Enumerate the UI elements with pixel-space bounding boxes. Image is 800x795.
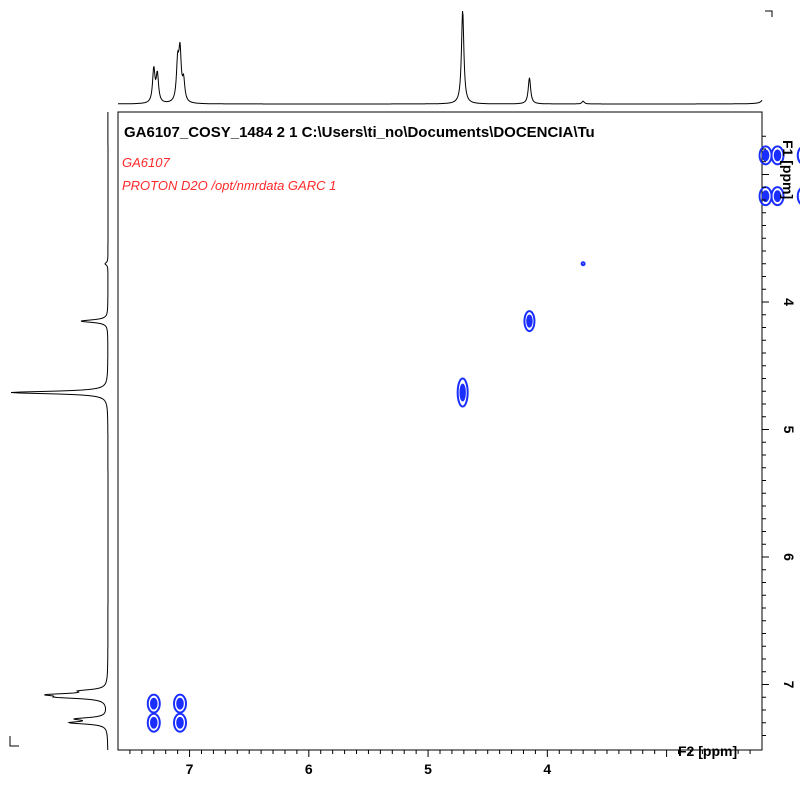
cross-peak (173, 712, 188, 733)
x-axis-title: F2 [ppm] (678, 743, 737, 759)
x-tick-label: 4 (543, 761, 551, 777)
x-tick-label: 7 (186, 761, 194, 777)
top-projection-trace (118, 11, 763, 105)
y-tick-label: 6 (781, 553, 797, 561)
top-projection-spectrum (118, 11, 763, 105)
peak-contour-outer (796, 146, 800, 164)
plot-frame (117, 111, 763, 751)
cross-peak (456, 377, 469, 408)
y-tick-label: 5 (781, 426, 797, 434)
peak-contour-outer (146, 712, 161, 733)
peak-contour-inner (773, 190, 782, 203)
peak-contour-outer (580, 261, 586, 267)
peak-contour-inner (761, 190, 770, 203)
peak-contour-outer (523, 310, 536, 333)
peak-contour-inner (773, 149, 782, 162)
peak-contour-outer (770, 145, 785, 166)
x-tick-label: 6 (305, 761, 313, 777)
cross-peak (796, 187, 800, 205)
left-projection-spectrum (10, 112, 109, 750)
x-axis: 7 6 5 4 (129, 750, 751, 777)
cross-peaks (146, 145, 800, 733)
experiment-title: GA6107_COSY_1484 2 1 C:\Users\ti_no\Docu… (124, 124, 595, 141)
peak-contour-inner (176, 716, 184, 729)
peak-contour-inner (176, 697, 184, 710)
y-tick-label: 4 (781, 298, 797, 306)
corner-mark-bottom-left (9, 736, 19, 747)
peak-contour-outer (146, 693, 161, 714)
peak-contour-inner (526, 314, 533, 328)
cross-peak (146, 693, 161, 714)
sample-name: GA6107 (122, 155, 170, 170)
cross-peak (173, 693, 188, 714)
corner-mark-top-right (765, 10, 773, 17)
x-tick-label: 5 (424, 761, 432, 777)
acquisition-params: PROTON D2O /opt/nmrdata GARC 1 (122, 178, 336, 193)
y-axis-title: F1 [ppm] (780, 140, 796, 199)
peak-contour-outer (173, 693, 188, 714)
y-tick-label: 7 (781, 681, 797, 689)
peak-contour-outer (796, 187, 800, 205)
cross-peak (758, 186, 773, 207)
peak-contour-inner (459, 383, 466, 402)
cross-peak (796, 146, 800, 164)
left-projection-trace (10, 112, 109, 750)
peak-contour-outer (173, 712, 188, 733)
cross-peak (523, 310, 536, 333)
cross-peak (770, 145, 785, 166)
cross-peak (770, 186, 785, 207)
peak-contour-outer (770, 186, 785, 207)
peak-contour-inner (149, 716, 158, 729)
cross-peak (580, 261, 586, 267)
peak-contour-inner (149, 697, 158, 710)
cross-peak (146, 712, 161, 733)
peak-contour-inner (761, 149, 770, 162)
y-axis: 4 5 6 7 (762, 135, 797, 736)
peak-contour-outer (456, 377, 469, 408)
